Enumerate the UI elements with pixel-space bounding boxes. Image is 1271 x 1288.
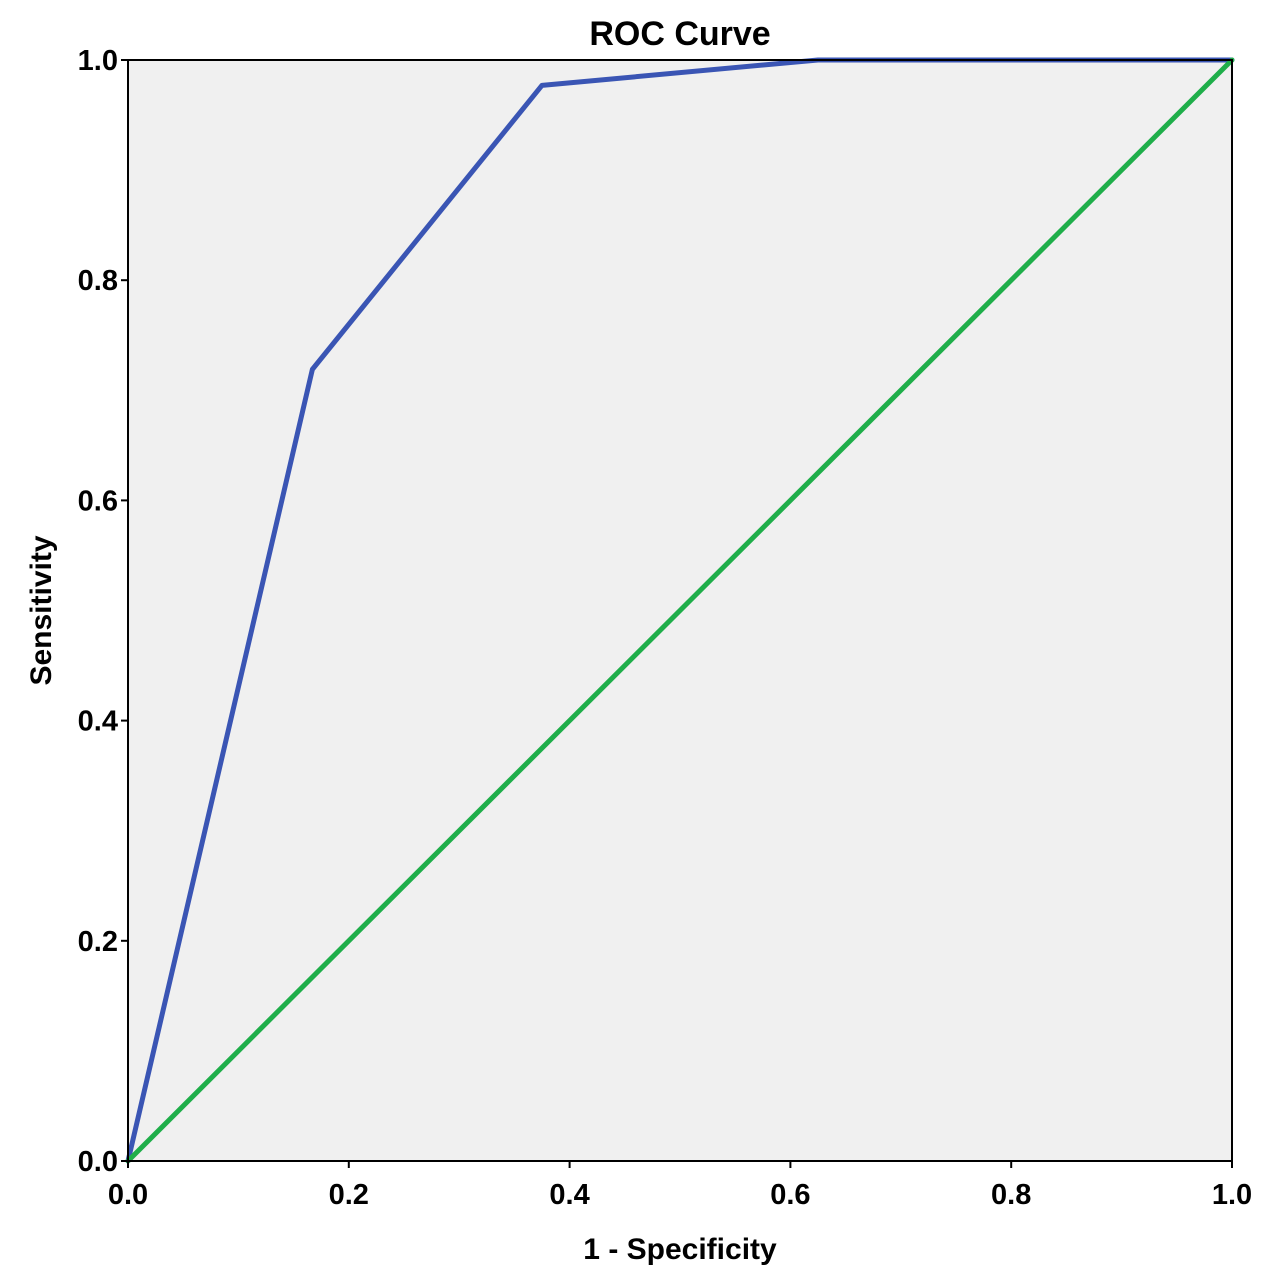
y-tick-label: 0.0 <box>78 1146 118 1178</box>
x-tick-label: 0.0 <box>108 1179 148 1211</box>
x-tick-label: 1.0 <box>1212 1179 1252 1211</box>
x-tick-label: 0.2 <box>329 1179 369 1211</box>
ticks-layer: 0.0 0.2 0.4 0.6 0.8 1.0 0.0 0.2 0.4 0.6 0.8 1.0 <box>78 45 1252 1211</box>
y-tick-label: 0.4 <box>78 706 118 738</box>
chart-title: ROC Curve <box>589 15 770 53</box>
y-tick-label: 0.2 <box>78 926 118 958</box>
reference-line <box>125 57 1235 1164</box>
x-tick-label: 0.4 <box>549 1179 589 1211</box>
y-tick-label: 1.0 <box>78 45 118 77</box>
x-axis-label: 1 - Specificity <box>583 1233 777 1266</box>
x-tick-label: 0.8 <box>991 1179 1031 1211</box>
y-axis-label: Sensitivity <box>25 535 58 685</box>
plot-frame <box>127 59 1233 1162</box>
x-tick-label: 0.6 <box>770 1179 810 1211</box>
y-tick-label: 0.6 <box>78 485 118 517</box>
y-tick-label: 0.8 <box>78 265 118 297</box>
